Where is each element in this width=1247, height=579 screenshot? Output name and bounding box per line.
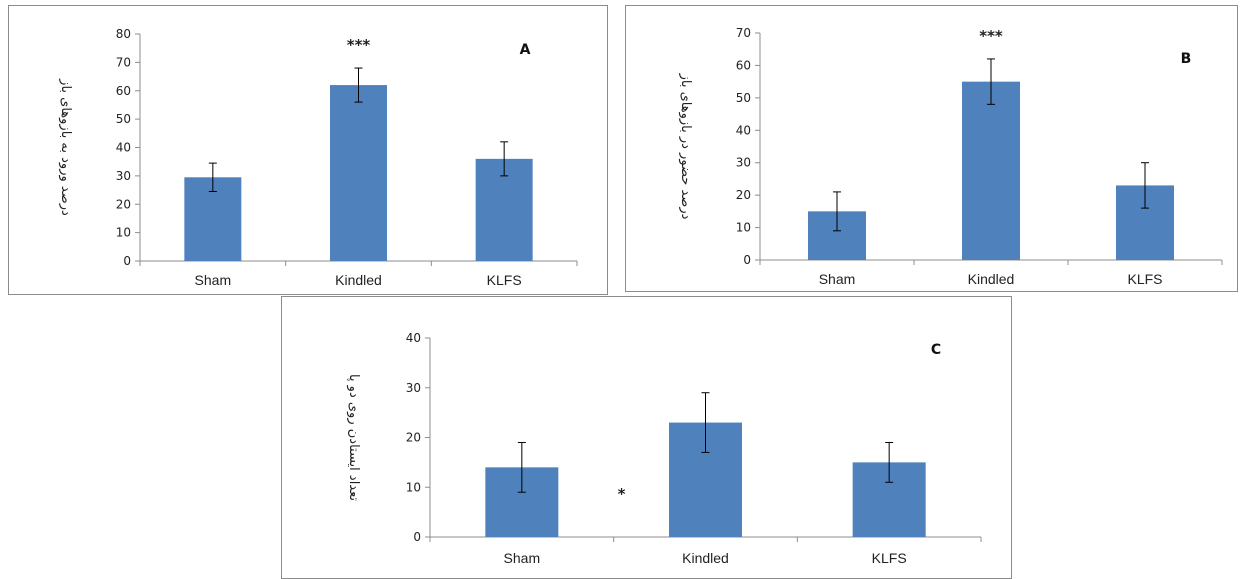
y-tick-label: 0 <box>413 530 421 544</box>
y-axis-label: درصد ورود به بازوهای باز <box>58 78 73 216</box>
x-tick-label: Kindled <box>968 271 1015 287</box>
significance-marker: * <box>618 485 626 503</box>
y-tick-label: 0 <box>743 253 751 267</box>
y-tick-label: 10 <box>406 480 421 494</box>
bar-kindled <box>962 81 1020 261</box>
x-tick-label: Sham <box>504 550 541 566</box>
y-tick-label: 10 <box>736 221 751 235</box>
chart-panel-a: 0 10 20 30 40 50 60 70 80 Sham Kindled *** KLFS A درصد… <box>8 5 608 295</box>
y-tick-label: 0 <box>123 254 131 268</box>
y-tick-label: 30 <box>406 381 421 395</box>
significance-marker: *** <box>979 27 1003 45</box>
y-tick-label: 70 <box>736 26 751 40</box>
y-tick-label: 80 <box>116 27 131 41</box>
x-tick-label: KLFS <box>872 550 907 566</box>
y-tick-label: 40 <box>736 123 751 137</box>
y-axis-label: تعداد ایستادن روی دو پا <box>346 374 361 501</box>
x-tick-label: KLFS <box>487 272 522 288</box>
x-tick-label: Kindled <box>682 550 729 566</box>
panel-label: B <box>1181 51 1192 67</box>
y-tick-label: 50 <box>736 91 751 105</box>
y-tick-label: 20 <box>736 188 751 202</box>
y-axis-label: درصد حضور در بازوهای باز <box>678 73 693 220</box>
y-tick-label: 30 <box>736 156 751 170</box>
y-tick-label: 70 <box>116 55 131 69</box>
y-tick-label: 40 <box>116 141 131 155</box>
y-tick-label: 20 <box>406 431 421 445</box>
x-tick-label: KLFS <box>1127 271 1162 287</box>
y-tick-label: 60 <box>116 84 131 98</box>
chart-panel-c: 0 10 20 30 40 Sham Kindled * KLFS C تعداد ایستادن … <box>281 296 1012 579</box>
x-tick-label: Sham <box>195 272 232 288</box>
y-tick-label: 60 <box>736 58 751 72</box>
x-tick-label: Sham <box>819 271 856 287</box>
y-tick-label: 20 <box>116 197 131 211</box>
significance-marker: *** <box>347 36 371 54</box>
y-tick-label: 40 <box>406 331 421 345</box>
y-tick-label: 10 <box>116 226 131 240</box>
panel-label: A <box>520 42 531 58</box>
panel-label: C <box>931 342 941 358</box>
chart-b-svg: 0 10 20 30 40 50 60 70 Sham Kindled *** KLFS B درصد ح… <box>678 26 1223 287</box>
y-tick-label: 50 <box>116 112 131 126</box>
x-tick-label: Kindled <box>335 272 382 288</box>
y-tick-label: 30 <box>116 169 131 183</box>
chart-panel-b: 0 10 20 30 40 50 60 70 Sham Kindled *** KLFS B درصد ح… <box>625 5 1238 292</box>
chart-c-svg: 0 10 20 30 40 Sham Kindled * KLFS C تعداد ایستادن … <box>346 331 982 566</box>
bar-kindled <box>330 85 387 261</box>
chart-a-svg: 0 10 20 30 40 50 60 70 80 Sham Kindled *** KLFS A درصد… <box>58 27 578 288</box>
